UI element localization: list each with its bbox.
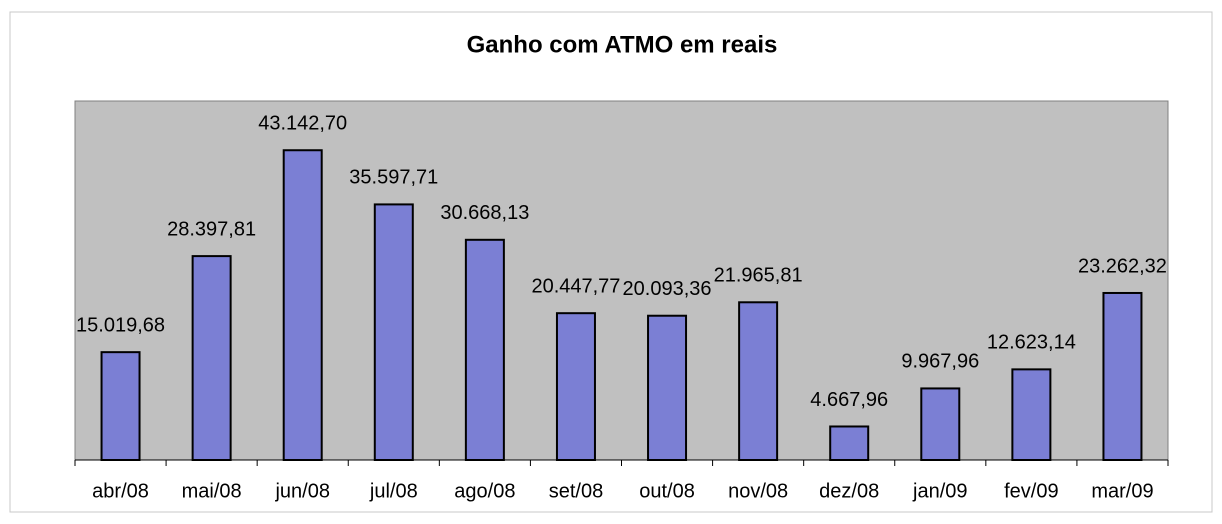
x-tick-label: fev/09 <box>1004 480 1058 502</box>
bar <box>647 314 688 461</box>
bar <box>738 301 779 462</box>
data-label: 28.397,81 <box>167 218 256 240</box>
x-tick-label: mai/08 <box>182 480 242 502</box>
data-label: 30.668,13 <box>440 202 529 224</box>
chart-title: Ganho com ATMO em reais <box>467 31 778 58</box>
bar <box>373 203 414 461</box>
x-tick-label: jun/08 <box>274 480 330 502</box>
x-tick-label: set/08 <box>549 480 603 502</box>
bar <box>191 255 232 461</box>
data-label: 20.093,36 <box>623 278 712 300</box>
x-tick-label: ago/08 <box>454 480 515 502</box>
data-label: 35.597,71 <box>349 167 438 189</box>
bar <box>1011 368 1052 461</box>
bar <box>555 312 596 461</box>
x-tick-label: jul/08 <box>369 480 418 502</box>
bar <box>920 387 961 462</box>
bar <box>1102 291 1143 461</box>
data-label: 21.965,81 <box>714 265 803 287</box>
x-tick-label: nov/08 <box>728 480 788 502</box>
bar <box>464 238 505 461</box>
data-label: 15.019,68 <box>76 314 165 336</box>
plot-area <box>74 100 1169 461</box>
x-tick-label: dez/08 <box>819 480 879 502</box>
data-label: 20.447,77 <box>531 275 620 297</box>
bar <box>829 425 870 461</box>
x-tick-label: out/08 <box>639 480 695 502</box>
bar <box>282 149 323 461</box>
data-label: 43.142,70 <box>258 113 347 135</box>
data-label: 4.667,96 <box>810 389 888 411</box>
bar <box>100 351 141 461</box>
data-label: 12.623,14 <box>987 332 1076 354</box>
x-tick-label: jan/09 <box>912 480 968 502</box>
data-label: 23.262,32 <box>1078 255 1167 277</box>
data-label: 9.967,96 <box>901 351 979 373</box>
x-tick-label: abr/08 <box>92 480 149 502</box>
x-tick-label: mar/09 <box>1091 480 1153 502</box>
